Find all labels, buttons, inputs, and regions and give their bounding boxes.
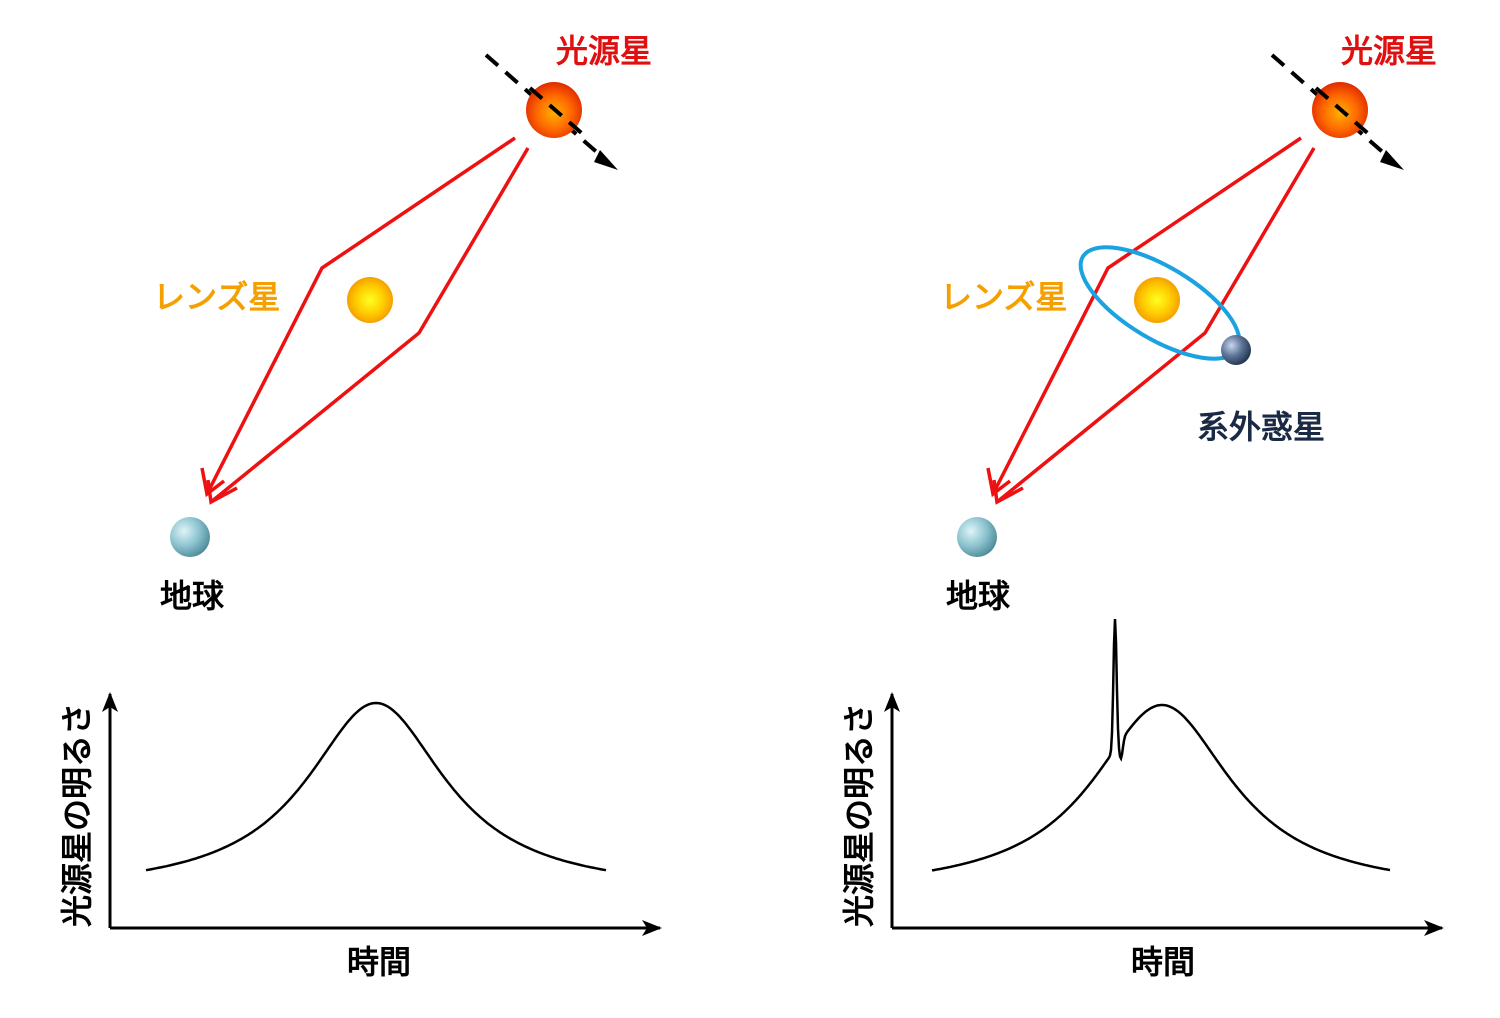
light-rays	[200, 136, 530, 505]
earth-label: 地球	[946, 577, 1011, 615]
lens-star-icon	[1134, 277, 1180, 323]
exoplanet-icon	[1221, 335, 1251, 365]
left-light-curve-chart: 光源星の明るさ 時間	[58, 692, 662, 981]
earth-icon	[957, 517, 997, 557]
x-axis-label: 時間	[347, 943, 411, 981]
y-axis-label: 光源星の明るさ	[58, 703, 96, 927]
right-light-curve-chart: 光源星の明るさ 時間	[840, 619, 1444, 981]
left-panel: 光源星 レンズ星 地球 光源星の明るさ 時間	[58, 32, 662, 981]
light-curve	[145, 701, 607, 872]
x-axis-label: 時間	[1131, 943, 1195, 981]
earth-icon	[170, 517, 210, 557]
lens-star-label: レンズ星	[153, 278, 280, 316]
right-panel: 光源星 レンズ星 系外惑星 地球 光源星の明るさ 時間	[840, 32, 1444, 981]
light-rays	[986, 136, 1316, 505]
lens-star-icon	[347, 277, 393, 323]
source-star-label: 光源星	[556, 32, 652, 70]
light-curve	[931, 619, 1391, 872]
exoplanet-label: 系外惑星	[1197, 408, 1325, 446]
source-star-label: 光源星	[1341, 32, 1437, 70]
lens-star-label: レンズ星	[940, 278, 1067, 316]
y-axis-label: 光源星の明るさ	[840, 703, 878, 927]
earth-label: 地球	[160, 577, 225, 615]
